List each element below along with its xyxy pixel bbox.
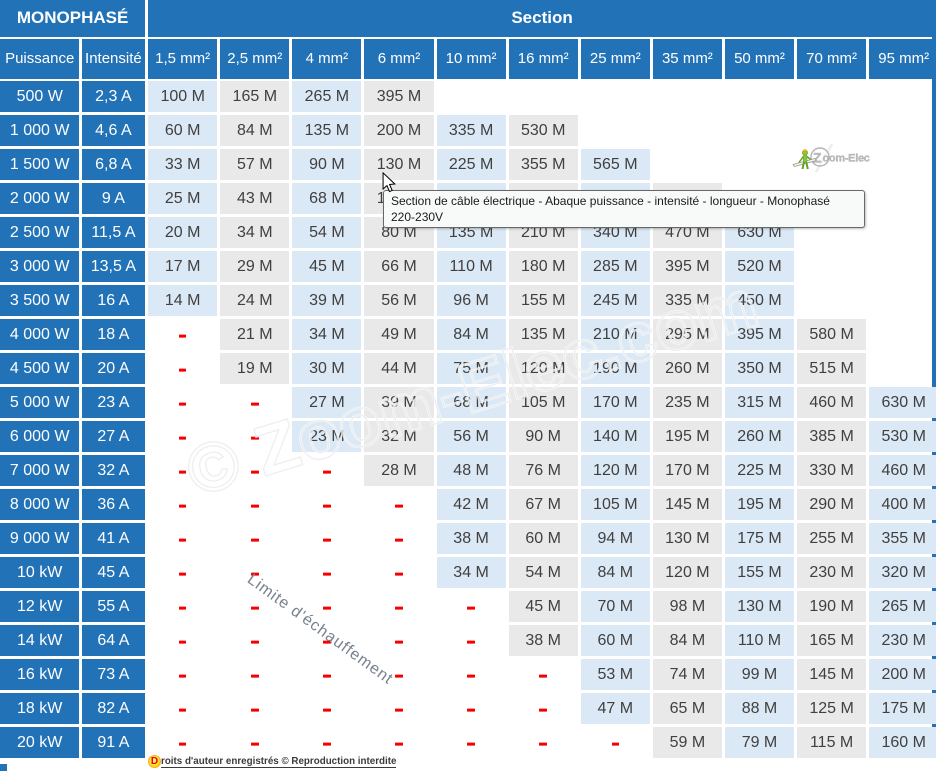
svg-text:Z: Z bbox=[813, 150, 822, 166]
svg-text:oom-Elec: oom-Elec bbox=[823, 153, 870, 165]
